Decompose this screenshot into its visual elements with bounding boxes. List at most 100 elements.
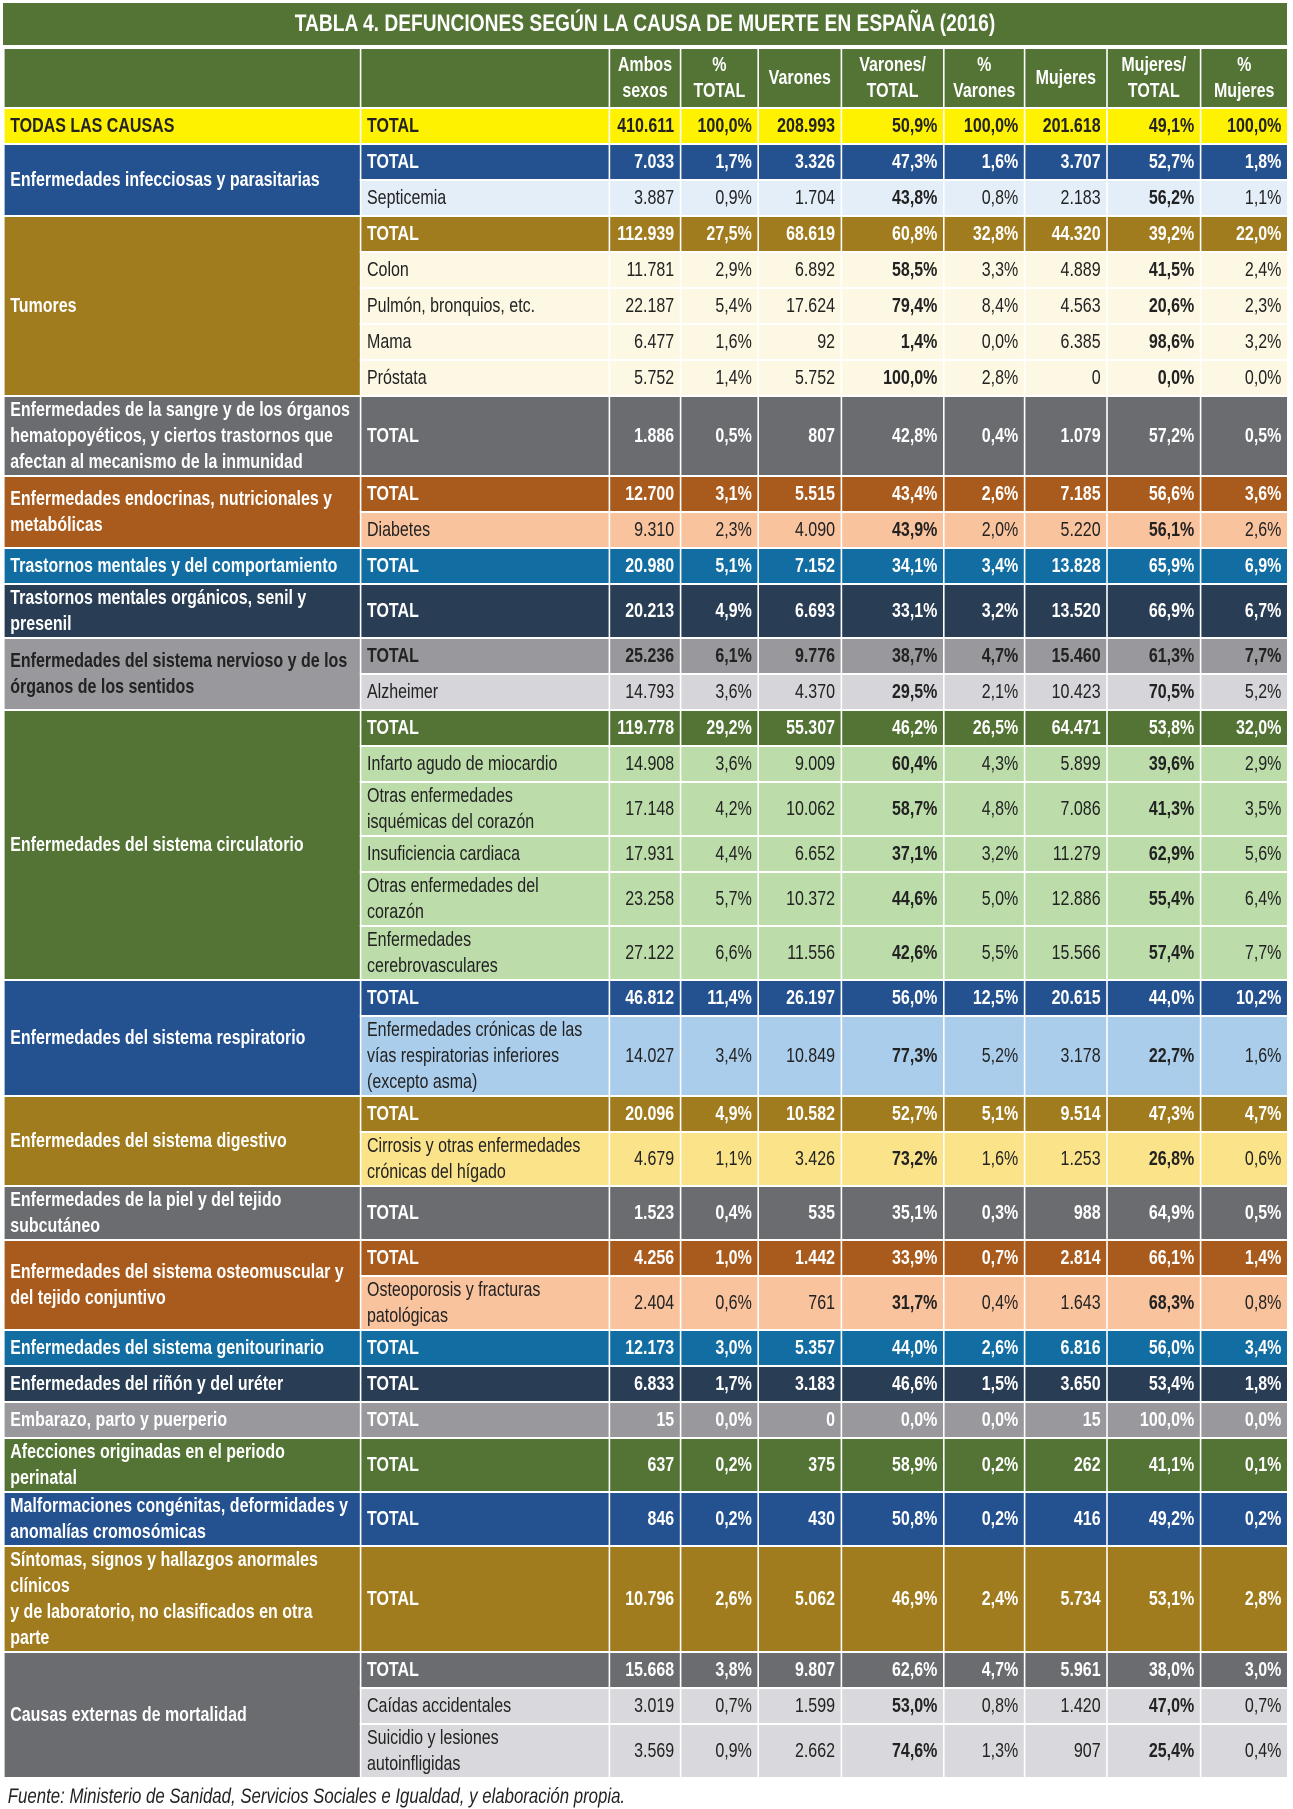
- value-cell: 10.372: [757, 871, 843, 927]
- value-cell: 637: [608, 1437, 682, 1493]
- table-row: Afecciones originadas en el periodo peri…: [2, 1437, 1289, 1493]
- value-cell: 42,6%: [840, 925, 945, 981]
- value-cell: 17.624: [757, 287, 843, 325]
- subcause-label: Enfermedades cerebrovasculares: [359, 925, 611, 981]
- value-cell: 26,8%: [1106, 1131, 1202, 1187]
- value-cell: 2.183: [1023, 179, 1108, 217]
- value-cell: 5,0%: [942, 871, 1026, 927]
- value-cell: 9.009: [757, 745, 843, 783]
- value-cell: 6.477: [608, 323, 682, 361]
- value-cell: 100,0%: [679, 107, 760, 145]
- value-cell: 9.514: [1023, 1095, 1108, 1133]
- table-row: Alzheimer 14.793 3,6% 4.370 29,5% 2,1% 10.423 7…: [4, 673, 1289, 711]
- value-cell: 6,7%: [1199, 583, 1289, 639]
- value-cell: 13.520: [1023, 583, 1108, 639]
- total-label: TOTAL: [359, 583, 611, 639]
- value-cell: 17.148: [608, 781, 682, 837]
- value-cell: 98,6%: [1106, 323, 1202, 361]
- value-cell: 6.816: [1023, 1329, 1108, 1367]
- table-row: Enfermedades del sistema respiratorio TOT…: [2, 979, 1289, 1097]
- value-cell: 22,7%: [1106, 1015, 1202, 1097]
- value-cell: 38,7%: [840, 637, 945, 675]
- cause-group-label: Enfermedades del sistema genitourinario: [2, 1329, 362, 1367]
- value-cell: 33,1%: [840, 583, 945, 639]
- value-cell: 74,6%: [840, 1723, 945, 1779]
- deaths-table: Ambos sexos% TOTAL Varones Varones/ TOTAL%…: [2, 47, 1289, 1779]
- value-cell: 4.370: [757, 673, 843, 711]
- value-cell: 1.253: [1023, 1131, 1108, 1187]
- value-cell: 2,3%: [679, 511, 760, 549]
- value-cell: 3,0%: [1199, 1651, 1289, 1689]
- value-cell: 7.185: [1023, 475, 1108, 513]
- cause-group-label: Enfermedades endocrinas, nutricionales y…: [2, 475, 362, 549]
- value-cell: 56,0%: [1106, 1329, 1202, 1367]
- value-cell: 20,6%: [1106, 287, 1202, 325]
- value-cell: 13.828: [1023, 547, 1108, 585]
- value-cell: 0,2%: [679, 1491, 760, 1547]
- cause-group-label: Enfermedades infecciosas y parasitarias: [2, 143, 362, 217]
- value-cell: 1,7%: [679, 1365, 760, 1403]
- value-cell: 5.961: [1023, 1651, 1108, 1689]
- value-cell: 5.357: [757, 1329, 843, 1367]
- value-cell: 1,5%: [942, 1365, 1026, 1403]
- value-cell: 0,4%: [679, 1185, 760, 1241]
- value-cell: 49,2%: [1106, 1491, 1202, 1547]
- value-cell: 2.662: [757, 1723, 843, 1779]
- value-cell: 56,0%: [840, 979, 945, 1017]
- value-cell: 0,4%: [942, 395, 1026, 477]
- cause-group-label: Enfermedades de la sangre y de los órgan…: [2, 395, 362, 477]
- value-cell: 5,1%: [679, 547, 760, 585]
- column-header: Varones/ TOTAL: [840, 47, 945, 109]
- table-row: Otras enfermedades del corazón 23.258 5,7%…: [4, 871, 1289, 927]
- table-row: Enfermedades cerebrovasculares 27.122 6,6%…: [4, 925, 1289, 981]
- value-cell: 2,0%: [942, 511, 1026, 549]
- value-cell: 0,7%: [679, 1687, 760, 1725]
- table-row: Caídas accidentales 3.019 0,7% 1.599 53,0% 0,…: [4, 1687, 1289, 1725]
- value-cell: 64.471: [1023, 709, 1108, 747]
- value-cell: 4,4%: [679, 835, 760, 873]
- subcause-label: Septicemia: [359, 179, 611, 217]
- value-cell: 58,5%: [840, 251, 945, 289]
- table-row: Enfermedades del sistema digestivo TOTAL 2…: [2, 1095, 1289, 1187]
- table-row: Suicidio y lesiones autoinfligidas 3.569 0…: [4, 1723, 1289, 1779]
- value-cell: 4,7%: [1199, 1095, 1289, 1133]
- value-cell: 46,2%: [840, 709, 945, 747]
- cause-group-label: Enfermedades del sistema circulatorio: [2, 709, 362, 981]
- value-cell: 0,0%: [1199, 1401, 1289, 1439]
- total-label: TOTAL: [359, 395, 611, 477]
- column-header: Varones: [757, 47, 843, 109]
- value-cell: 1.704: [757, 179, 843, 217]
- value-cell: 0,6%: [679, 1275, 760, 1331]
- value-cell: 57,4%: [1106, 925, 1202, 981]
- subcause-label: Suicidio y lesiones autoinfligidas: [359, 1723, 611, 1779]
- value-cell: 4,8%: [942, 781, 1026, 837]
- value-cell: 5,6%: [1199, 835, 1289, 873]
- column-header: Mujeres/ TOTAL: [1106, 47, 1202, 109]
- value-cell: 3.569: [608, 1723, 682, 1779]
- value-cell: 66,9%: [1106, 583, 1202, 639]
- value-cell: 410.611: [608, 107, 682, 145]
- table-row: Enfermedades infecciosas y parasitarias T…: [2, 143, 1289, 217]
- value-cell: 9.807: [757, 1651, 843, 1689]
- value-cell: 0,2%: [942, 1437, 1026, 1493]
- total-label: TOTAL: [359, 475, 611, 513]
- total-label: TOTAL: [359, 1239, 611, 1277]
- table-row: Mama 6.477 1,6% 92 1,4% 0,0% 6.385 98,6% 3,2%: [4, 323, 1289, 361]
- table-title: TABLA 4. DEFUNCIONES SEGÚN LA CAUSA DE M…: [3, 3, 1287, 45]
- value-cell: 1.442: [757, 1239, 843, 1277]
- value-cell: 3,2%: [1199, 323, 1289, 361]
- value-cell: 29,2%: [679, 709, 760, 747]
- subcause-label: Osteoporosis y fracturas patológicas: [359, 1275, 611, 1331]
- table-row: Enfermedades de la sangre y de los órgan…: [2, 395, 1289, 477]
- value-cell: 3.326: [757, 143, 843, 181]
- value-cell: 3,1%: [679, 475, 760, 513]
- total-label: TOTAL: [359, 1437, 611, 1493]
- value-cell: 2,3%: [1199, 287, 1289, 325]
- value-cell: 56,1%: [1106, 511, 1202, 549]
- value-cell: 1,6%: [942, 1131, 1026, 1187]
- table-row: Trastornos mentales orgánicos, senil y p…: [2, 583, 1289, 639]
- value-cell: 58,7%: [840, 781, 945, 837]
- total-label: TOTAL: [359, 107, 611, 145]
- table-row: Enfermedades crónicas de las vías respir…: [4, 1015, 1289, 1097]
- value-cell: 100,0%: [942, 107, 1026, 145]
